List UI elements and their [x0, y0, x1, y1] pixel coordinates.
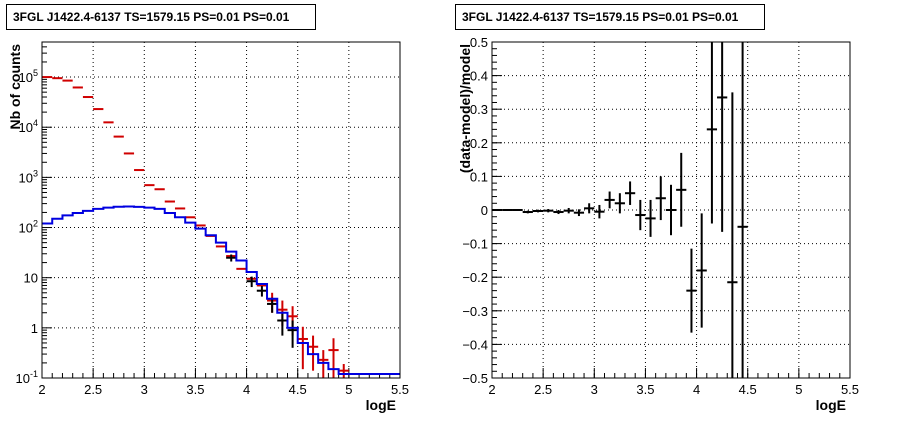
data-point [655, 176, 666, 221]
data-point [594, 204, 605, 219]
data-point [492, 208, 503, 212]
x-tick-label: 3.5 [636, 382, 654, 397]
x-tick-label: 5.5 [391, 382, 409, 397]
data-point [686, 248, 697, 333]
data-point [277, 311, 288, 336]
left-chart-title: 3FGL J1422.4-6137 TS=1579.15 PS=0.01 PS=… [6, 4, 316, 30]
plot-frame [41, 41, 401, 379]
y-tick-label: 1 [31, 321, 38, 336]
x-tick-label: 3 [591, 382, 598, 397]
series-group [42, 76, 400, 378]
y-tick-label: 102 [19, 219, 38, 236]
data-point [287, 320, 298, 348]
model-histogram-line [42, 205, 400, 376]
x-axis-label: logE [366, 397, 396, 413]
data-point [246, 276, 257, 288]
data-point [267, 297, 278, 313]
y-tick-label: 0 [481, 203, 488, 218]
x-tick-label: 4.5 [739, 382, 757, 397]
y-tick-label: 0.1 [470, 169, 488, 184]
data-point [604, 191, 615, 209]
x-tick-label: 3 [141, 382, 148, 397]
y-tick-label: −0.5 [462, 371, 488, 386]
plot-frame [491, 41, 851, 379]
data-point [563, 207, 574, 214]
x-tick-label: 5 [345, 382, 352, 397]
y-axis-label: (data-model)/model [457, 44, 473, 173]
x-tick-label: 2.5 [534, 382, 552, 397]
y-tick-label: 104 [19, 118, 38, 135]
data-point [543, 208, 554, 213]
data-point [318, 350, 329, 378]
data-point [512, 208, 523, 212]
x-tick-label: 4.5 [289, 382, 307, 397]
data-point [338, 364, 349, 378]
y-tick-label: 0.2 [470, 136, 488, 151]
y-tick-label: 0.5 [470, 35, 488, 50]
data-point [696, 213, 707, 328]
y-tick-label: −0.2 [462, 270, 488, 285]
x-tick-label: 5 [795, 382, 802, 397]
y-tick-label: 10-1 [16, 369, 38, 386]
data-point [727, 92, 738, 378]
y-tick-label: −0.3 [462, 304, 488, 319]
x-axis-label: logE [816, 397, 846, 413]
x-tick-label: 2 [38, 382, 45, 397]
y-axis-label: Nb of counts [7, 44, 23, 130]
data-point [522, 210, 533, 214]
x-tick-label: 2.5 [84, 382, 102, 397]
y-tick-label: 103 [19, 168, 38, 185]
right-chart-title: 3FGL J1422.4-6137 TS=1579.15 PS=0.01 PS=… [455, 4, 765, 30]
data-point [226, 254, 237, 262]
data-point [532, 209, 544, 213]
data-point [676, 152, 687, 227]
data-point [635, 199, 646, 231]
data-point [645, 199, 656, 237]
x-tick-label: 4 [243, 382, 250, 397]
y-tick-label: 105 [19, 68, 38, 85]
counts-plot: 2 2.5 3 3.5 4 4.5 5 5.5 10-1 1 10 102 103 104 105 logE N… [7, 41, 409, 413]
data-point [584, 203, 595, 214]
x-tick-label: 2 [488, 382, 495, 397]
data-point [553, 210, 564, 215]
y-tick-label: 0.3 [470, 102, 488, 117]
data-point [737, 42, 748, 378]
x-tick-label: 5.5 [841, 382, 859, 397]
y-tick-label: −0.4 [462, 337, 488, 352]
y-tick-label: 0.4 [470, 69, 488, 84]
data-point [614, 193, 625, 214]
data-point [256, 286, 268, 297]
data-point [297, 326, 308, 370]
data-point [502, 208, 513, 212]
y-tick-label: 10 [24, 271, 38, 286]
data-point [624, 181, 636, 205]
data-point [573, 209, 585, 217]
data-point [328, 338, 339, 378]
data-point [717, 42, 728, 232]
y-tick-label: −0.1 [462, 237, 488, 252]
series-group [492, 42, 748, 378]
x-tick-label: 4 [693, 382, 700, 397]
data-point [706, 42, 718, 224]
data-point [665, 184, 677, 236]
residuals-plot: 2 2.5 3 3.5 4 4.5 5 5.5 −0.5 −0.4 −0.3 −0.2 −0.1 0 0.1… [457, 35, 859, 413]
x-tick-label: 3.5 [186, 382, 204, 397]
